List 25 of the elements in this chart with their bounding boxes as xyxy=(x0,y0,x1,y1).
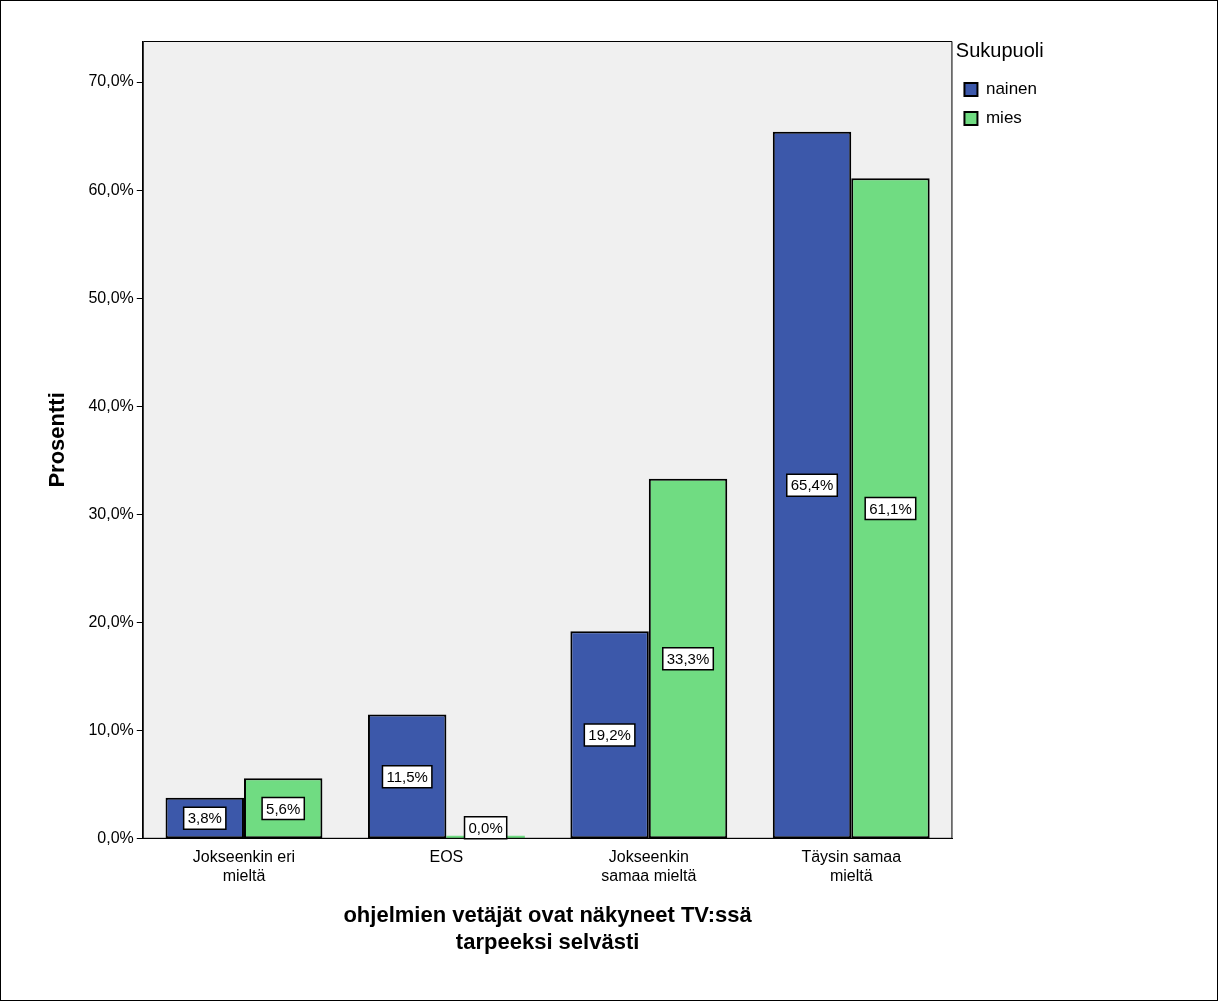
y-tick-label: 30,0% xyxy=(88,504,134,522)
y-tick-label: 10,0% xyxy=(88,721,134,739)
y-tick-label: 60,0% xyxy=(88,180,134,198)
data-label: 61,1% xyxy=(869,499,912,517)
data-label: 0,0% xyxy=(468,818,503,836)
data-label: 5,6% xyxy=(266,799,301,817)
legend-label: nainen xyxy=(985,79,1038,99)
legend-title: Sukupuoli xyxy=(955,38,1044,61)
y-axis-title: Prosentti xyxy=(44,392,70,488)
legend-label: mies xyxy=(985,108,1022,128)
data-label: 3,8% xyxy=(187,809,222,827)
y-tick-label: 70,0% xyxy=(88,72,134,90)
x-axis-title: ohjelmien vetäjät ovat näkyneet TV:ssä tarpeeksi selvästi xyxy=(343,902,753,954)
data-label: 65,4% xyxy=(790,476,834,494)
data-label: 19,2% xyxy=(588,726,631,744)
data-label: 11,5% xyxy=(386,767,428,785)
x-tick-label: Täysin samaa mieltä xyxy=(801,847,902,885)
x-tick-label: Jokseenkin eri mieltä xyxy=(192,847,296,885)
y-tick-label: 50,0% xyxy=(88,288,134,306)
x-tick-label: Jokseenkin samaa mieltä xyxy=(601,847,697,885)
y-tick-label: 40,0% xyxy=(88,396,134,414)
data-label: 33,3% xyxy=(666,649,710,667)
x-tick-label: EOS xyxy=(429,847,464,865)
y-tick-label: 0,0% xyxy=(97,829,134,847)
y-tick-label: 20,0% xyxy=(88,613,134,630)
